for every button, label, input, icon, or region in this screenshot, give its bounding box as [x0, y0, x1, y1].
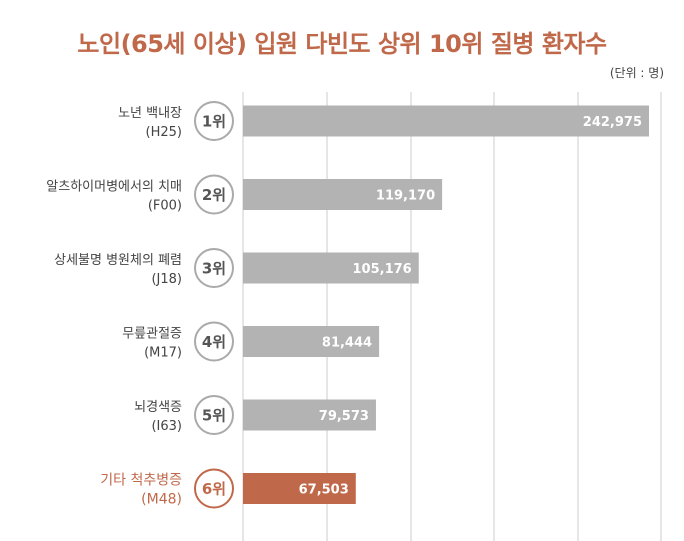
bar-rows: 노년 백내장 (H25) 1위 242,975 알츠하이머병에서의 치매 (F00) 2위 1…: [46, 101, 649, 509]
value-label: 79,573: [319, 409, 369, 424]
chart-title: 노인(65세 이상) 입원 다빈도 상위 10위 질병 환자수: [77, 30, 607, 58]
category-label: 노년 백내장: [118, 106, 182, 121]
bar: [243, 105, 649, 137]
rank-label: 2위: [202, 186, 226, 204]
category-code: (M17): [144, 346, 182, 361]
category-label: 무릎관절증: [122, 327, 182, 342]
category-label: 상세불명 병원체의 폐렴: [54, 253, 182, 268]
bar-row: 알츠하이머병에서의 치매 (F00) 2위 119,170: [46, 174, 443, 215]
rank-badge: [194, 468, 234, 509]
unit-label: (단위 : 명): [609, 66, 664, 80]
rank-label: 5위: [202, 407, 226, 425]
bar-row: 뇌경색증 (I63) 5위 79,573: [134, 395, 376, 435]
bar-row: 노년 백내장 (H25) 1위 242,975: [118, 101, 649, 141]
category-code: (J18): [151, 272, 182, 287]
category-code: (M48): [141, 492, 182, 508]
rank-label: 3위: [202, 260, 226, 278]
rank-badge: [194, 174, 234, 215]
category-code: (I63): [151, 419, 182, 434]
rank-label: 6위: [202, 480, 226, 498]
gridlines: [242, 92, 662, 541]
bar-row: 기타 척추병증 (M48) 6위 67,503: [100, 468, 356, 509]
bar: [243, 473, 356, 504]
bar-row: 상세불명 병원체의 폐렴 (J18) 3위 105,176: [54, 248, 419, 288]
value-label: 242,975: [583, 115, 642, 130]
category-label: 알츠하이머병에서의 치매: [46, 180, 182, 195]
value-label: 81,444: [322, 336, 372, 351]
value-label: 119,170: [376, 189, 435, 204]
value-label: 67,503: [299, 483, 349, 498]
rank-badge: [194, 395, 234, 435]
category-label: 기타 척추병증: [100, 473, 182, 489]
bar: [243, 326, 380, 357]
rank-badge: [194, 321, 234, 362]
bar-row: 무릎관절증 (M17) 4위 81,444: [122, 321, 380, 362]
rank-label: 1위: [202, 113, 226, 131]
rank-badge: [194, 101, 234, 141]
category-code: (H25): [146, 125, 182, 140]
rank-label: 4위: [202, 333, 226, 351]
rank-badge: [194, 248, 234, 288]
bar: [243, 252, 419, 284]
value-label: 105,176: [353, 262, 412, 277]
bar: [243, 179, 443, 210]
category-code: (F00): [148, 199, 182, 214]
category-label: 뇌경색증: [134, 400, 182, 415]
bar: [243, 399, 376, 431]
